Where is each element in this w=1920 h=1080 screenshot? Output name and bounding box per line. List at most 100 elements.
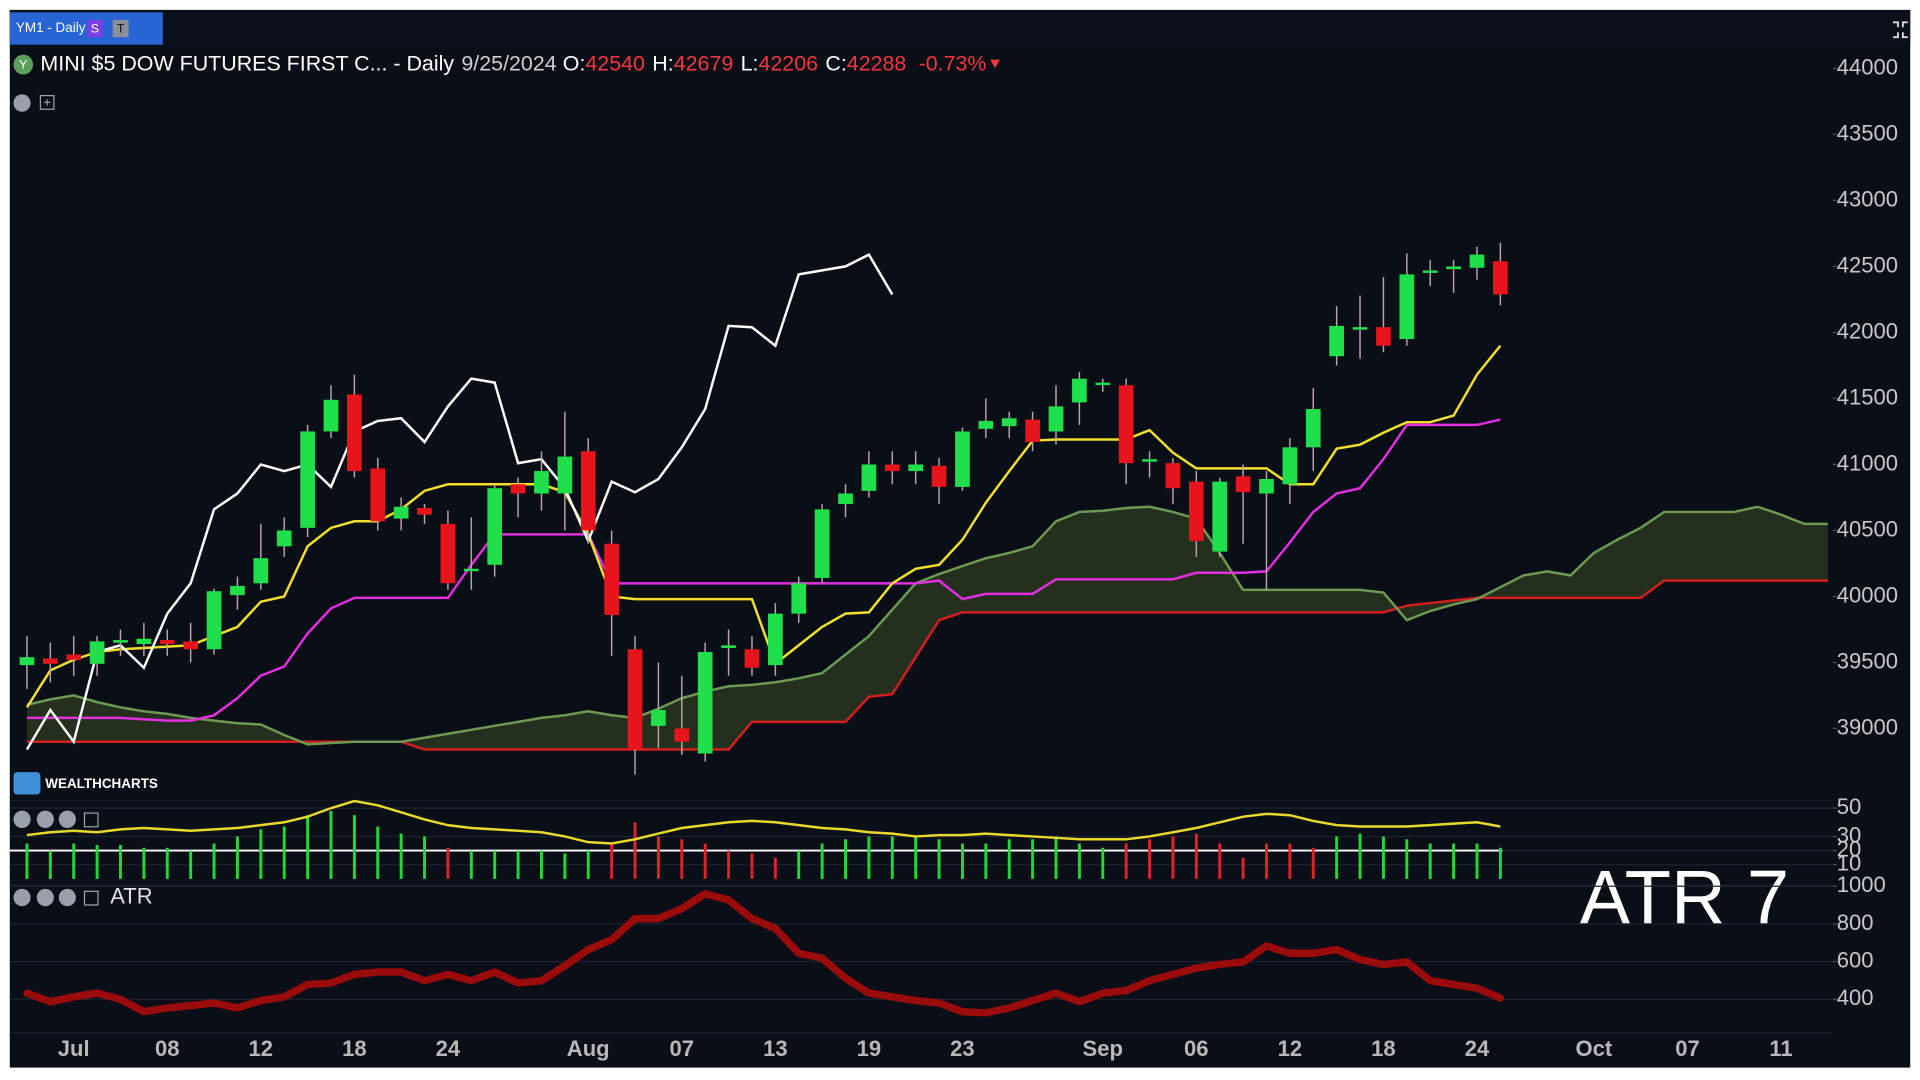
fullscreen-icon[interactable] <box>1893 21 1908 39</box>
y-tick-label: 42500 <box>1837 252 1898 277</box>
candle-body <box>1282 447 1298 485</box>
histogram-bar <box>142 847 146 879</box>
histogram-bar <box>656 836 660 879</box>
candle-body <box>1142 459 1157 462</box>
histogram-bar <box>1358 833 1362 879</box>
histogram-bar <box>212 843 216 879</box>
open-label: O: <box>563 50 586 75</box>
candle-body <box>323 399 339 432</box>
y-tick-label: 42000 <box>1837 318 1898 343</box>
candle-body <box>440 523 456 584</box>
histogram-bar <box>750 853 754 879</box>
y-tick-label: 30 <box>1837 822 1862 847</box>
candle-body <box>253 558 269 584</box>
histogram-bar <box>703 843 707 879</box>
candle-body <box>1469 254 1485 268</box>
symbol-title: MINI $5 DOW FUTURES FIRST C... - Daily <box>40 50 454 75</box>
indicator-buttons <box>13 810 99 907</box>
x-tick-label: 12 <box>1278 1036 1303 1061</box>
up-button[interactable] <box>58 888 76 907</box>
histogram-bar <box>633 822 637 879</box>
histogram-bar <box>306 815 310 879</box>
histogram-bar <box>914 836 918 879</box>
candle-body <box>1399 274 1415 340</box>
histogram-bar <box>1475 843 1479 879</box>
x-tick-label: 07 <box>670 1036 695 1061</box>
candle-body <box>1259 478 1274 494</box>
histogram-bar <box>586 850 590 879</box>
y-tick-label: 40500 <box>1837 516 1898 541</box>
histogram-bar <box>773 857 777 879</box>
hide-button[interactable] <box>13 810 31 828</box>
candle-body <box>534 471 549 494</box>
y-tick-label: 1000 <box>1837 872 1886 897</box>
expand-plus <box>44 99 51 106</box>
histogram-bar <box>563 853 567 879</box>
candle-body <box>1352 327 1368 330</box>
candle-body <box>580 451 596 531</box>
down-button[interactable] <box>36 888 54 907</box>
histogram-bar <box>1054 836 1058 879</box>
candle-body <box>66 654 82 660</box>
expand-button[interactable] <box>39 94 55 110</box>
histogram-bar <box>329 810 333 879</box>
histogram-bar <box>469 850 473 879</box>
candle-body <box>136 638 152 644</box>
symbol-tab[interactable] <box>9 12 163 45</box>
collapse-button[interactable] <box>83 890 99 906</box>
candle-body <box>861 464 877 491</box>
high-label: H: <box>652 50 673 75</box>
hide-button[interactable] <box>13 888 31 907</box>
hide-button[interactable] <box>13 94 31 112</box>
line <box>25 344 1502 709</box>
histogram-bar <box>493 850 497 879</box>
expand-button[interactable] <box>83 812 99 828</box>
y-tick-label: 800 <box>1837 910 1874 935</box>
histogram-bar <box>1335 836 1339 879</box>
candle-body <box>510 484 526 494</box>
histogram-bar <box>820 843 824 879</box>
low-value: 42206 <box>758 50 818 75</box>
up-button[interactable] <box>58 810 76 828</box>
candle-body <box>183 641 198 650</box>
down-button[interactable] <box>36 810 54 828</box>
candle-body <box>838 493 853 505</box>
y-tick-label: 43500 <box>1837 120 1898 145</box>
candle-body <box>1095 382 1111 386</box>
histogram-bar <box>1007 839 1011 879</box>
atr-label: ATR <box>110 883 152 908</box>
histogram-bar <box>1498 847 1502 879</box>
line <box>25 252 894 751</box>
candle-body <box>300 431 315 528</box>
x-tick-label: 23 <box>950 1036 975 1061</box>
candle-body <box>1048 406 1064 432</box>
x-tick-label: Aug <box>567 1036 610 1061</box>
histogram-bar <box>937 839 941 879</box>
high-value: 42679 <box>674 50 734 75</box>
candle-body <box>42 658 58 664</box>
x-tick-label: 24 <box>1465 1036 1490 1061</box>
candle-body <box>370 468 386 522</box>
histogram-bar <box>1218 843 1222 879</box>
x-tick-label: Oct <box>1576 1036 1613 1061</box>
histogram-bar <box>1405 839 1409 879</box>
change-value: -0.73% <box>919 50 987 75</box>
change-arrow <box>990 59 1000 69</box>
line <box>26 579 1828 751</box>
candle-body <box>393 506 409 519</box>
tab-t-box[interactable] <box>112 19 129 38</box>
candle-body <box>721 645 736 648</box>
histogram-bar <box>48 850 52 879</box>
candle-body <box>1305 409 1321 448</box>
candle-body <box>884 464 900 472</box>
x-tick-label: 19 <box>857 1036 882 1061</box>
tab-s-box[interactable] <box>86 19 103 38</box>
candle-body <box>791 583 807 614</box>
histogram-bar <box>1124 843 1128 879</box>
y-tick-label: 39500 <box>1837 648 1898 673</box>
x-tick-label: 11 <box>1769 1036 1792 1061</box>
histogram-bar <box>423 836 426 879</box>
histogram-bar <box>282 826 286 879</box>
